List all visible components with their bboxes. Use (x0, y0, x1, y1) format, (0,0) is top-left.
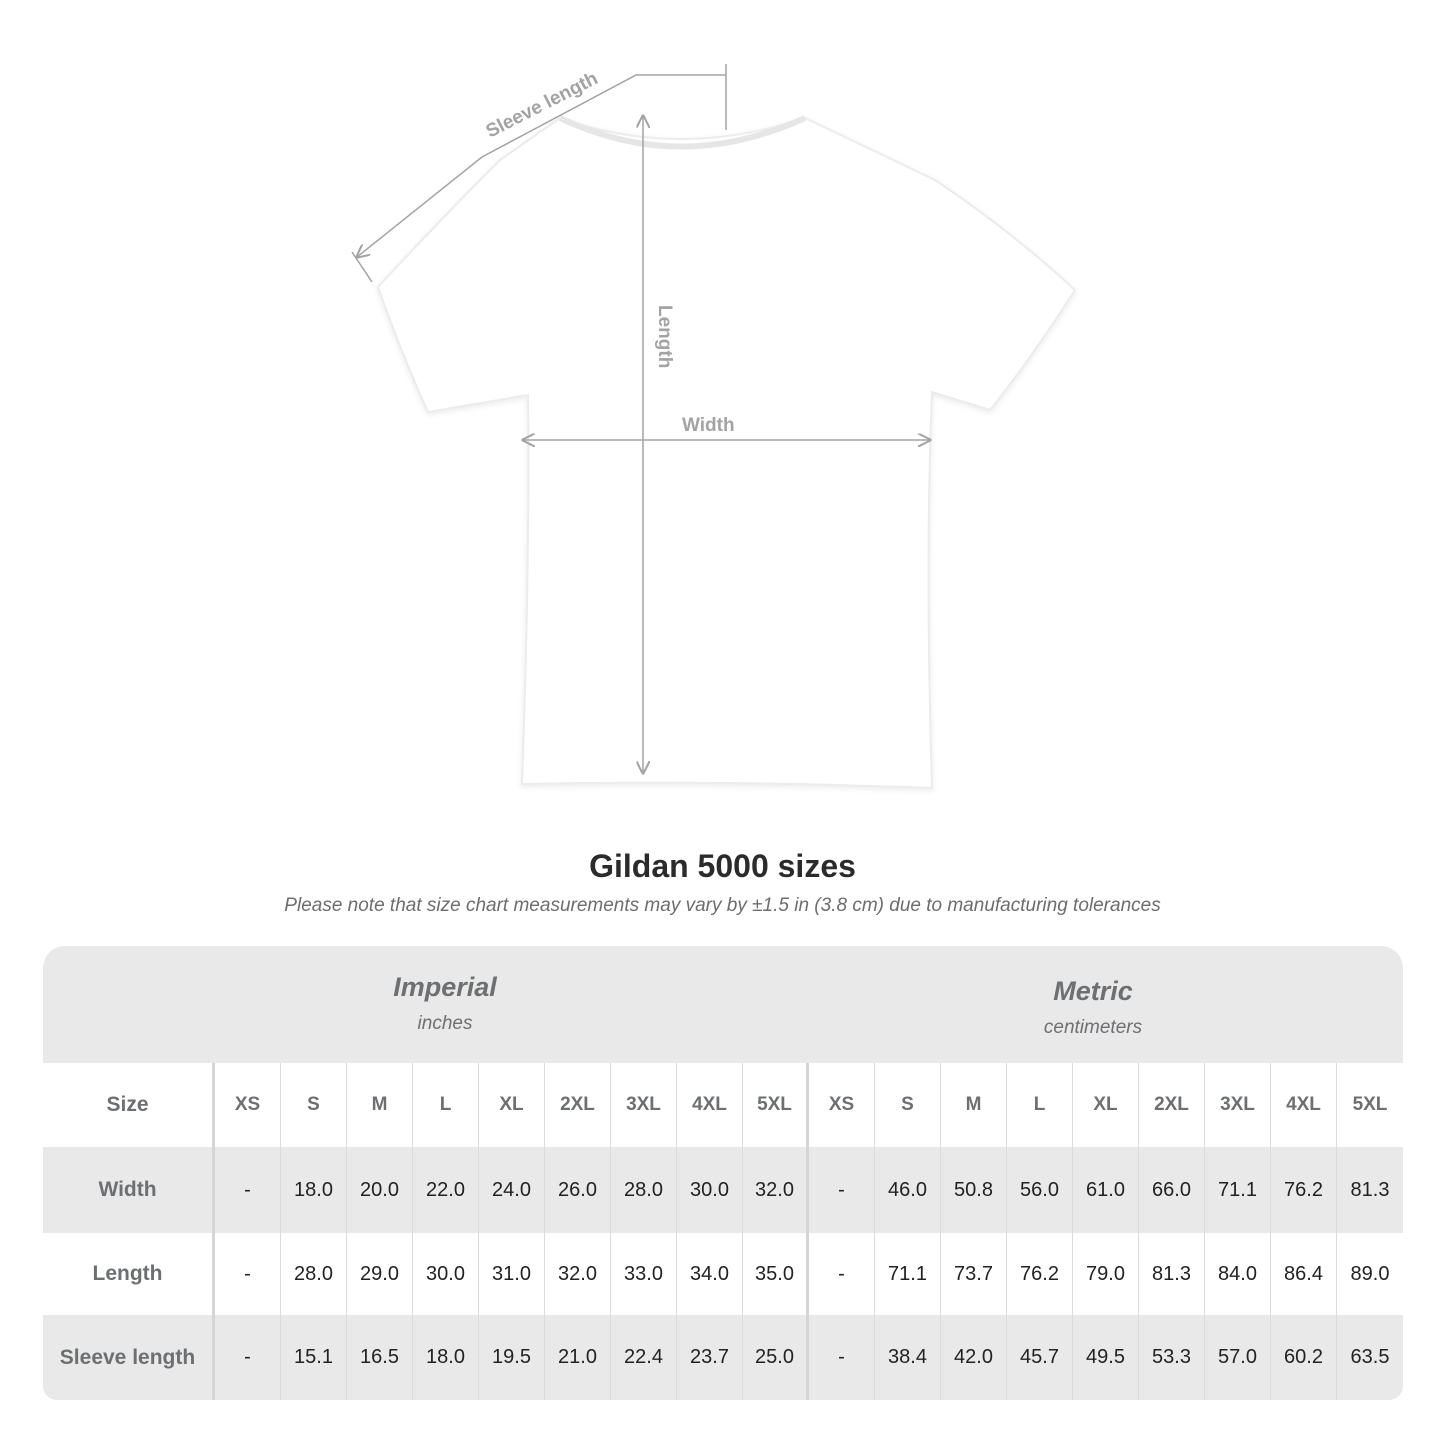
length-label: Length (654, 305, 675, 368)
imperial-value-cell: 34.0 (677, 1233, 743, 1315)
metric-size-header: 2XL (1139, 1063, 1205, 1147)
metric-size-header: 5XL (1352, 1094, 1388, 1115)
imperial-title: Imperial (393, 972, 497, 1002)
imperial-value-cell: 32.0 (545, 1233, 611, 1315)
metric-value-cell: 79.0 (1073, 1233, 1139, 1315)
imperial-value-cell: 33.0 (611, 1233, 677, 1315)
width-label: Width (682, 415, 735, 436)
imperial-header: Imperial inches (215, 972, 675, 1035)
metric-value-cell: 84.0 (1205, 1233, 1271, 1315)
imperial-value-cell: 18.0 (413, 1315, 479, 1400)
imperial-value-cell: 30.0 (413, 1233, 479, 1315)
tshirt-diagram: Sleeve length Length Width (351, 64, 1077, 790)
metric-value-cell: 42.0 (941, 1315, 1007, 1400)
metric-value-cell: - (809, 1315, 875, 1400)
metric-title: Metric (1053, 976, 1133, 1006)
row-label: Length (43, 1233, 215, 1315)
metric-value-cell: - (809, 1233, 875, 1315)
table-row: Width -18.0 20.0 22.0 24.0 26.0 28.0 30.0 32.0-4… (43, 1147, 1403, 1233)
sleeve-length-line (357, 74, 726, 257)
metric-header: Metric centimeters (863, 976, 1323, 1039)
imperial-value-cell: 25.0 (743, 1315, 809, 1400)
metric-size-header: L (1007, 1063, 1073, 1147)
metric-value-cell: 63.5 (1350, 1346, 1390, 1368)
imperial-value-cell: 22.0 (413, 1147, 479, 1233)
imperial-value-cell: - (215, 1147, 281, 1233)
size-table: Imperial inches Metric centimeters Size X… (43, 946, 1403, 1400)
tolerance-note: Please note that size chart measurements… (284, 895, 1161, 916)
table-row: Length -28.0 29.0 30.0 31.0 32.0 33.0 34.0 35.0-… (43, 1233, 1403, 1315)
metric-value-cell: 57.0 (1205, 1315, 1271, 1400)
metric-value-cell: 66.0 (1139, 1147, 1205, 1233)
row-label: Sleeve length (43, 1315, 215, 1400)
imperial-value-cell: - (215, 1233, 281, 1315)
row-label: Width (43, 1147, 215, 1233)
imperial-value-cell: 15.1 (281, 1315, 347, 1400)
metric-size-header: S (875, 1063, 941, 1147)
imperial-value-cell: 28.0 (281, 1233, 347, 1315)
metric-unit: centimeters (1043, 1017, 1143, 1038)
imperial-value-cell: 28.0 (611, 1147, 677, 1233)
metric-value-cell: - (809, 1147, 875, 1233)
tshirt-shape (376, 116, 1077, 790)
imperial-value-cell: 22.4 (611, 1315, 677, 1400)
imperial-value-cell: 35.0 (743, 1233, 809, 1315)
imperial-value-cell: 19.5 (479, 1315, 545, 1400)
imperial-size-header: M (347, 1063, 413, 1147)
metric-value-cell: 45.7 (1007, 1315, 1073, 1400)
metric-value-cell: 50.8 (941, 1147, 1007, 1233)
metric-value-cell: 73.7 (941, 1233, 1007, 1315)
metric-value-cell: 81.3 (1350, 1178, 1390, 1201)
metric-value-cell: 86.4 (1271, 1233, 1337, 1315)
imperial-value-cell: 20.0 (347, 1147, 413, 1233)
imperial-value-cell: 31.0 (479, 1233, 545, 1315)
imperial-size-header: 3XL (611, 1063, 677, 1147)
imperial-value-cell: 24.0 (479, 1147, 545, 1233)
metric-value-cell: 71.1 (875, 1233, 941, 1315)
imperial-size-header: L (413, 1063, 479, 1147)
metric-size-header: XL (1073, 1063, 1139, 1147)
metric-size-header: 4XL (1271, 1063, 1337, 1147)
imperial-value-cell: 30.0 (677, 1147, 743, 1233)
metric-value-cell: 60.2 (1271, 1315, 1337, 1400)
imperial-size-header: 2XL (545, 1063, 611, 1147)
imperial-size-header: XS (215, 1063, 281, 1147)
metric-value-cell: 49.5 (1073, 1315, 1139, 1400)
imperial-value-cell: 16.5 (347, 1315, 413, 1400)
table-row: Sleeve length -15.1 16.5 18.0 19.5 21.0 22.4 23… (43, 1315, 1403, 1400)
metric-value-cell: 81.3 (1139, 1233, 1205, 1315)
metric-value-cell: 61.0 (1073, 1147, 1139, 1233)
units-header: Imperial inches Metric centimeters (43, 946, 1403, 1063)
imperial-value-cell: 29.0 (347, 1233, 413, 1315)
metric-size-header: XS (809, 1063, 875, 1147)
metric-value-cell: 76.2 (1271, 1147, 1337, 1233)
metric-value-cell: 46.0 (875, 1147, 941, 1233)
metric-value-cell: 89.0 (1350, 1262, 1390, 1285)
imperial-value-cell: 21.0 (545, 1315, 611, 1400)
metric-value-cell: 53.3 (1139, 1315, 1205, 1400)
metric-value-cell: 76.2 (1007, 1233, 1073, 1315)
metric-size-header: 3XL (1205, 1063, 1271, 1147)
imperial-size-header: 4XL (677, 1063, 743, 1147)
imperial-size-header: S (281, 1063, 347, 1147)
metric-size-header: M (941, 1063, 1007, 1147)
imperial-size-header: XL (479, 1063, 545, 1147)
metric-value-cell: 56.0 (1007, 1147, 1073, 1233)
metric-value-cell: 38.4 (875, 1315, 941, 1400)
imperial-size-header: 5XL (743, 1063, 809, 1147)
imperial-value-cell: 18.0 (281, 1147, 347, 1233)
imperial-value-cell: 23.7 (677, 1315, 743, 1400)
row-label: Size (43, 1063, 215, 1147)
imperial-value-cell: 32.0 (743, 1147, 809, 1233)
metric-value-cell: 71.1 (1205, 1147, 1271, 1233)
imperial-value-cell: 26.0 (545, 1147, 611, 1233)
chart-title: Gildan 5000 sizes (589, 848, 856, 884)
imperial-unit: inches (417, 1013, 473, 1034)
size-header-row: Size XS S M L XL 2XL 3XL 4XL 5XL XS S M L XL 2XL 3XL 4XL 5… (43, 1063, 1403, 1147)
imperial-value-cell: - (215, 1315, 281, 1400)
